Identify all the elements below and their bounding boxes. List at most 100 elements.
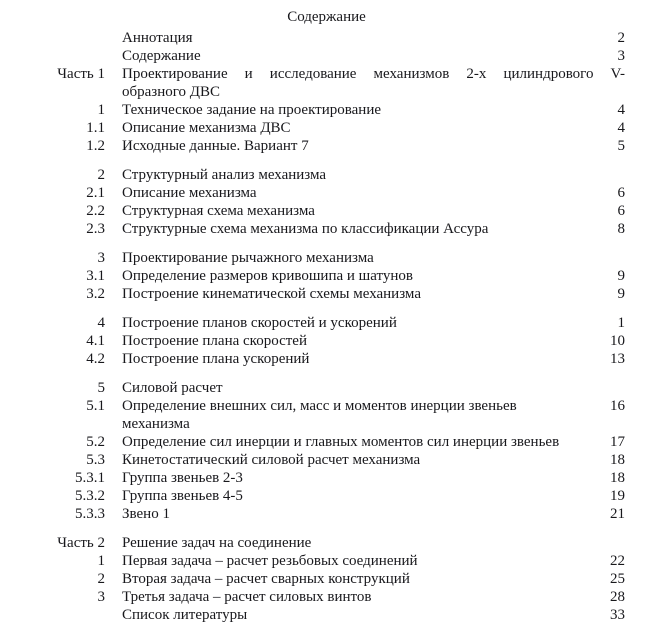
- toc-row: 5.1 Определение внешних сил, масс и моме…: [0, 397, 625, 433]
- toc-row-page: 17: [610, 434, 625, 450]
- toc-row-number: 2.3: [86, 221, 105, 237]
- toc-row-number: 3.2: [86, 286, 105, 302]
- toc-section: 4 Построение планов скоростей и ускорени…: [0, 314, 625, 368]
- toc-row: 3.1 Определение размеров кривошипа и шат…: [0, 267, 625, 285]
- toc-row-title: Силовой расчет: [122, 380, 223, 396]
- toc-row-page: 6: [617, 185, 626, 201]
- toc-row-page: 22: [610, 553, 625, 569]
- toc-row: Часть 2 Решение задач на соединение: [0, 534, 625, 552]
- toc-row-page: 10: [610, 333, 625, 349]
- toc-row-title: Структурный анализ механизма: [122, 167, 327, 183]
- toc-row-number: 2: [97, 571, 106, 587]
- toc-row-page: 18: [610, 470, 625, 486]
- toc-row-title: Решение задач на соединение: [122, 535, 312, 551]
- toc-row: Часть 1 Проектирование и исследование ме…: [0, 65, 625, 101]
- toc-row-page: 33: [610, 607, 625, 623]
- toc-row: 1.2 Исходные данные. Вариант 7 5: [0, 137, 625, 155]
- toc-row-number: 3: [97, 250, 106, 266]
- toc-row: Аннотация 2: [0, 29, 625, 47]
- toc-row: 5.3.2 Группа звеньев 4-5 19: [0, 487, 625, 505]
- toc-row-number: 2.1: [86, 185, 105, 201]
- toc-row-number: 1.1: [86, 120, 105, 136]
- toc-row-title: Проектирование и исследование механизмов…: [122, 65, 625, 101]
- toc-row-title: Вторая задача – расчет сварных конструкц…: [122, 571, 410, 587]
- toc-row-title: Исходные данные. Вариант 7: [122, 138, 309, 154]
- toc-section: Часть 2 Решение задач на соединение 1 Пе…: [0, 534, 625, 624]
- toc-row-title: Построение плана скоростей: [122, 333, 307, 349]
- toc-row-number: 5.1: [86, 398, 105, 414]
- toc-row-title: Описание механизма: [122, 185, 257, 201]
- toc-row-title-line: Определение внешних сил, масс и моментов…: [122, 398, 517, 414]
- toc-row-number: 4.2: [86, 351, 105, 367]
- toc-row: 2.3 Структурные схема механизма по класс…: [0, 220, 625, 238]
- toc-row-number: 5.3.1: [75, 470, 105, 486]
- toc-row-number: Часть 2: [57, 535, 105, 551]
- toc-row-number: 5.2: [86, 434, 105, 450]
- toc-row: 3.2 Построение кинематической схемы меха…: [0, 285, 625, 303]
- toc-row-page: 2: [617, 30, 626, 46]
- toc-row: 5.3 Кинетостатический силовой расчет мех…: [0, 451, 625, 469]
- toc-row-page: 3: [617, 48, 626, 64]
- toc-row-title: Третья задача – расчет силовых винтов: [122, 589, 372, 605]
- toc-row-title: Построение плана ускорений: [122, 351, 310, 367]
- toc-row-page: 8: [617, 221, 626, 237]
- toc-row-page: 9: [617, 286, 626, 302]
- toc-row-number: 5.3.3: [75, 506, 105, 522]
- toc-row-page: 4: [617, 120, 626, 136]
- toc-row-title: Первая задача – расчет резьбовых соедине…: [122, 553, 418, 569]
- toc-row-number: 4.1: [86, 333, 105, 349]
- toc-row: 1 Техническое задание на проектирование …: [0, 101, 626, 119]
- toc-row-title-line: механизма: [122, 416, 190, 432]
- toc-row-page: 18: [610, 452, 625, 468]
- toc-row-number: 3.1: [86, 268, 105, 284]
- toc-row: 4.1 Построение плана скоростей 10: [0, 332, 625, 350]
- toc-row-title: Определение внешних сил, масс и моментов…: [122, 397, 579, 433]
- toc-row-title: Определение сил инерции и главных момент…: [122, 434, 560, 450]
- toc-row: 5.3.1 Группа звеньев 2-3 18: [0, 469, 625, 487]
- toc-row-title: Построение кинематической схемы механизм…: [122, 286, 421, 302]
- toc-row-number: 2: [97, 167, 106, 183]
- toc-row-number: 1: [97, 553, 106, 569]
- page-title: Содержание: [287, 9, 366, 25]
- toc-row: 2 Вторая задача – расчет сварных констру…: [0, 570, 626, 588]
- toc-row-number: 4: [97, 315, 106, 331]
- toc-row: 2.2 Структурная схема механизма 6: [0, 202, 625, 220]
- toc-row-page: 9: [617, 268, 626, 284]
- toc-row: 5.3.3 Звено 1 21: [0, 505, 625, 523]
- toc-row-number: 5.3.2: [75, 488, 105, 504]
- toc-row: 5.2 Определение сил инерции и главных мо…: [0, 433, 625, 451]
- toc-row-title: Список литературы: [122, 607, 248, 623]
- toc-row-page: 1: [617, 315, 626, 331]
- toc-row-number: 5: [97, 380, 106, 396]
- toc-row-number: 3: [97, 589, 106, 605]
- toc-row-number: 1: [97, 102, 106, 118]
- toc-row-page: 28: [610, 589, 625, 605]
- toc-row-title: Определение размеров кривошипа и шатунов: [122, 268, 413, 284]
- toc-row-number: 5.3: [86, 452, 105, 468]
- toc-row: 4 Построение планов скоростей и ускорени…: [0, 314, 626, 332]
- toc-row-title: Техническое задание на проектирование: [122, 102, 382, 118]
- toc-row-page: 21: [610, 506, 625, 522]
- toc-section: 2 Структурный анализ механизма 2.1 Описа…: [0, 166, 625, 238]
- toc-row-page: 4: [617, 102, 626, 118]
- toc-row-title: Структурная схема механизма: [122, 203, 315, 219]
- toc-row: 5 Силовой расчет: [0, 379, 625, 397]
- toc-row-number: 1.2: [86, 138, 105, 154]
- toc-row-title: Содержание: [122, 48, 201, 64]
- toc-section: Аннотация 2 Содержание 3 Часть 1 Проекти…: [0, 29, 625, 155]
- toc-row-title: Структурные схема механизма по классифик…: [122, 221, 489, 237]
- toc-list: Аннотация 2 Содержание 3 Часть 1 Проекти…: [0, 29, 625, 624]
- toc-row-page: 6: [617, 203, 626, 219]
- toc-row: 3 Третья задача – расчет силовых винтов …: [0, 588, 626, 606]
- toc-row-title: Построение планов скоростей и ускорений: [122, 315, 397, 331]
- toc-row: 2 Структурный анализ механизма: [0, 166, 625, 184]
- toc-row: 3 Проектирование рычажного механизма: [0, 249, 625, 267]
- toc-row: 1 Первая задача – расчет резьбовых соеди…: [0, 552, 626, 570]
- toc-row-page: 25: [610, 571, 625, 587]
- toc-row: 4.2 Построение плана ускорений 13: [0, 350, 625, 368]
- toc-row: Список литературы 33: [0, 606, 625, 624]
- toc-row-title: Аннотация: [122, 30, 193, 46]
- toc-row: 2.1 Описание механизма 6: [0, 184, 625, 202]
- toc-row-page: 13: [610, 351, 625, 367]
